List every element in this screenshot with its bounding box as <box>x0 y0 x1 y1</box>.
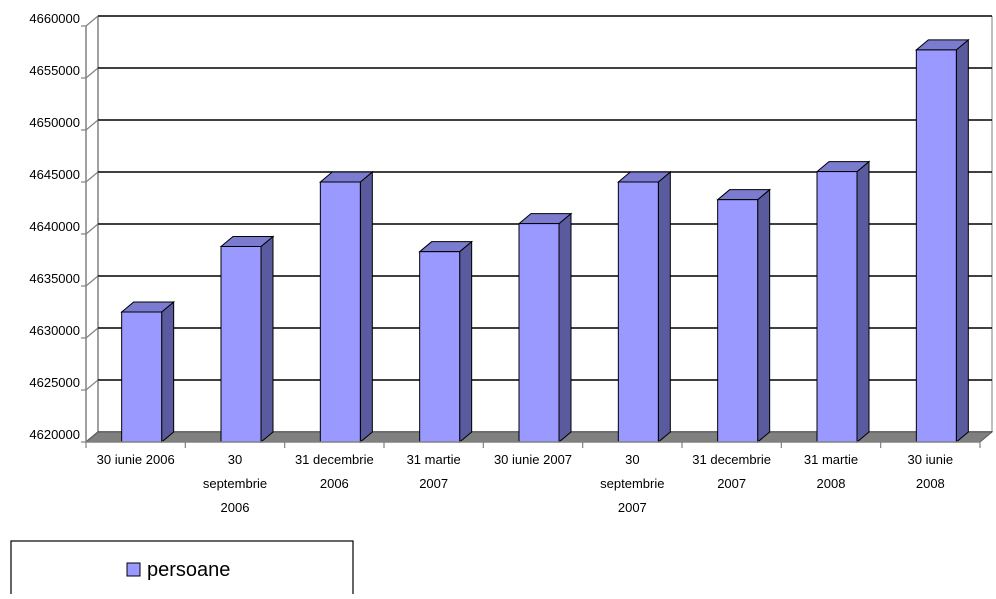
x-tick-label-line: 30 <box>228 452 242 467</box>
y-tick-label: 4620000 <box>29 427 80 442</box>
bar-side <box>359 170 373 444</box>
x-tick-label: 31 decembrie 2007 <box>692 452 771 491</box>
gridline-side <box>85 327 99 339</box>
gridline-side <box>85 275 99 287</box>
x-tick-label-line: septembrie <box>203 476 267 491</box>
x-tick-label-line: 2008 <box>817 476 846 491</box>
legend-box <box>10 540 354 599</box>
bar <box>617 181 659 443</box>
bar-side <box>955 38 969 444</box>
x-tick-label-line: 2007 <box>618 500 647 515</box>
bar <box>816 171 858 443</box>
bar <box>121 311 163 443</box>
y-tick-label: 4635000 <box>29 271 80 286</box>
x-tick-label-line: 30 iunie 2006 <box>97 452 175 467</box>
x-tick-label-line: 31 martie <box>804 452 858 467</box>
bar-side <box>260 235 274 444</box>
x-tick-label-line: 2006 <box>320 476 349 491</box>
gridline-side <box>85 171 99 183</box>
x-tick-label: 31 martie 2007 <box>407 452 461 491</box>
gridline-side <box>85 15 99 27</box>
x-tick-label: 30 septembrie 2007 <box>600 452 664 515</box>
x-tick-label-line: 30 <box>625 452 639 467</box>
bar-side <box>657 170 671 444</box>
x-tick-label-line: 2008 <box>916 476 945 491</box>
x-tick-label: 31 decembrie 2006 <box>295 452 374 491</box>
gridline-side <box>85 379 99 391</box>
bar-side <box>459 240 473 444</box>
x-tick-label: 30 septembrie 2006 <box>203 452 267 515</box>
bar-side <box>161 300 175 444</box>
x-tick-label: 30 iunie 2007 <box>494 452 572 467</box>
bar-side <box>558 212 572 444</box>
y-axis: 4620000 4625000 4630000 4635000 4640000 46450… <box>29 11 87 443</box>
bar <box>915 49 957 443</box>
bar-side <box>856 160 870 444</box>
bar <box>220 245 262 443</box>
x-tick-label-line: 31 decembrie <box>295 452 374 467</box>
bar <box>319 181 361 443</box>
y-tick-label: 4630000 <box>29 323 80 338</box>
bar <box>419 251 461 443</box>
x-tick-label-line: 31 decembrie <box>692 452 771 467</box>
y-tick-label: 4640000 <box>29 219 80 234</box>
bar <box>518 223 560 443</box>
x-tick-label: 31 martie 2008 <box>804 452 858 491</box>
x-tick-label-line: 31 martie <box>407 452 461 467</box>
x-tick-label-line: 30 iunie <box>908 452 954 467</box>
x-tick-label-line: septembrie <box>600 476 664 491</box>
gridline-side <box>85 119 99 131</box>
legend: persoane <box>10 540 354 599</box>
x-tick-label: 30 iunie 2006 <box>97 452 175 467</box>
y-tick-label: 4660000 <box>29 11 80 26</box>
bar-side <box>757 188 771 444</box>
gridline-side <box>85 67 99 79</box>
y-tick-label: 4645000 <box>29 167 80 182</box>
bars <box>120 38 970 444</box>
bar <box>717 199 759 443</box>
x-tick-label-line: 2006 <box>221 500 250 515</box>
x-tick-label-line: 30 iunie 2007 <box>494 452 572 467</box>
y-tick-label: 4625000 <box>29 375 80 390</box>
x-tick-label-line: 2007 <box>717 476 746 491</box>
legend-swatch <box>126 562 141 577</box>
x-tick-label-line: 2007 <box>419 476 448 491</box>
legend-label: persoane <box>147 559 230 581</box>
x-tick-label: 30 iunie 2008 <box>908 452 954 491</box>
gridline-side <box>85 223 99 235</box>
y-tick-label: 4650000 <box>29 115 80 130</box>
y-tick-label: 4655000 <box>29 63 80 78</box>
